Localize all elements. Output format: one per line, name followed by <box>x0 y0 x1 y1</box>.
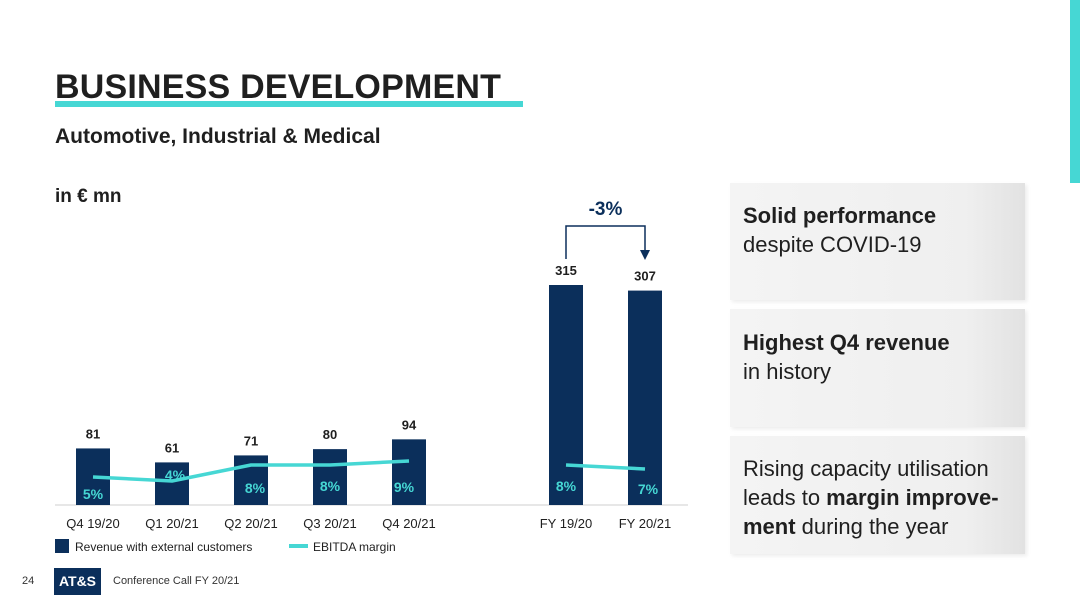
ebitda-label-6: 8% <box>556 478 577 494</box>
bar-value-label-1: 81 <box>86 426 100 441</box>
panel-3-line-2a: leads to <box>743 485 827 510</box>
panel-1-rest: despite COVID-19 <box>743 232 922 257</box>
panel-2-rest: in history <box>743 359 832 384</box>
bar-value-label-3: 71 <box>244 433 258 448</box>
ebitda-line-quarterly <box>92 459 410 483</box>
annotation-bracket <box>565 225 646 259</box>
page-subtitle: Automotive, Industrial & Medical <box>55 125 381 148</box>
bar-4 <box>313 449 347 505</box>
footer-text: Conference Call FY 20/21 <box>113 575 240 587</box>
bar-7 <box>628 290 662 505</box>
bar-value-label-6: 315 <box>555 263 577 278</box>
bar-5 <box>392 439 426 505</box>
page-title: BUSINESS DEVELOPMENT <box>55 68 502 106</box>
legend-label-revenue: Revenue with external customers <box>75 540 252 554</box>
x-tick-label-3: Q2 20/21 <box>224 516 278 531</box>
bar-value-label-4: 80 <box>323 427 337 442</box>
revenue-chart: 81 Q4 19/20 61 Q1 20/21 71 Q2 20/21 80 Q3 20/21… <box>55 199 688 554</box>
annotation-label: -3% <box>589 199 623 220</box>
highlight-panel-2: Highest Q4 revenue in history <box>730 309 1025 427</box>
x-tick-label-7: FY 20/21 <box>619 516 672 531</box>
ebitda-label-4: 8% <box>320 478 341 494</box>
panel-3-line-1: Rising capacity utilisation <box>743 456 989 481</box>
ebitda-label-5: 9% <box>394 479 415 495</box>
bar-value-label-5: 94 <box>402 417 417 432</box>
bar-6 <box>549 285 583 505</box>
panel-3-line-3a: ment <box>743 514 796 539</box>
title-underline <box>55 101 523 107</box>
panel-2-bold: Highest Q4 revenue <box>743 330 950 355</box>
panel-1-text: Solid performance despite COVID-19 <box>743 201 936 259</box>
legend-swatch-revenue <box>55 539 69 553</box>
title-block: BUSINESS DEVELOPMENT <box>55 67 501 107</box>
panel-1-bold: Solid performance <box>743 203 937 228</box>
x-tick-label-1: Q4 19/20 <box>66 516 120 531</box>
x-tick-label-6: FY 19/20 <box>540 516 593 531</box>
ebitda-label-3: 8% <box>245 480 266 496</box>
bar-2 <box>155 462 189 505</box>
ebitda-line-fy <box>565 463 646 471</box>
ebitda-label-2: 4% <box>165 467 186 483</box>
bar-value-label-7: 307 <box>634 269 656 284</box>
highlight-panel-1: Solid performance despite COVID-19 <box>730 183 1025 300</box>
x-tick-label-2: Q1 20/21 <box>145 516 199 531</box>
panel-3-line-3b: during the year <box>795 514 949 539</box>
x-tick-label-5: Q4 20/21 <box>382 516 436 531</box>
unit-label: in € mn <box>55 186 122 207</box>
page-number: 24 <box>22 575 35 587</box>
panel-3-line-2b: margin improve- <box>826 485 999 510</box>
legend-label-ebitda: EBITDA margin <box>313 540 396 554</box>
panel-3-text: Rising capacity utilisation leads to mar… <box>743 454 999 541</box>
panel-2-text: Highest Q4 revenue in history <box>743 328 950 386</box>
ebitda-label-1: 5% <box>83 486 104 502</box>
x-tick-label-4: Q3 20/21 <box>303 516 357 531</box>
bar-value-label-2: 61 <box>165 440 179 455</box>
company-logo: AT&S <box>54 568 101 595</box>
ebitda-label-7: 7% <box>638 481 659 497</box>
annotation-arrowhead <box>640 250 650 260</box>
highlight-panel-3: Rising capacity utilisation leads to mar… <box>730 436 1025 554</box>
accent-bar <box>1070 0 1080 183</box>
